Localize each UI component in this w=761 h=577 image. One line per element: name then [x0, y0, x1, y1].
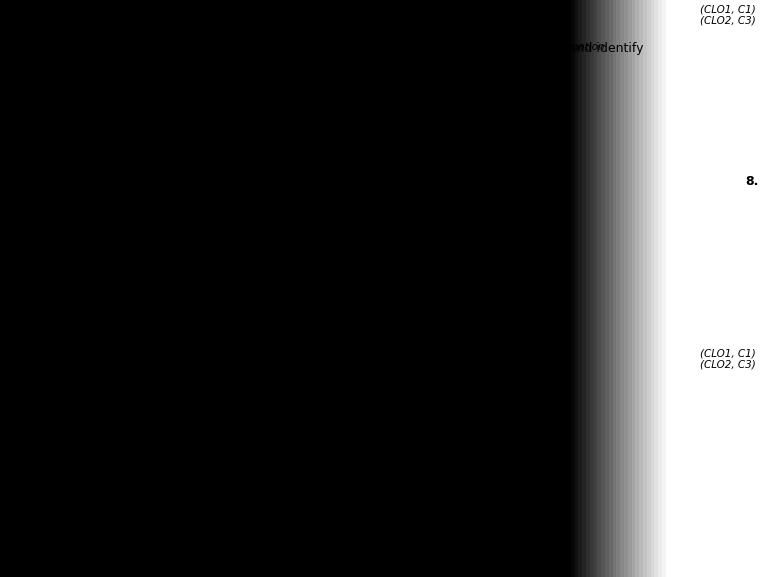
Text: (b): (b)	[52, 375, 69, 388]
Text: (CLO1, C1)
(CLO2, C3): (CLO1, C1) (CLO2, C3)	[700, 4, 756, 25]
Text: 3: 3	[225, 318, 235, 333]
Text: $\rm OH$: $\rm OH$	[247, 158, 263, 170]
Text: (a): (a)	[52, 360, 69, 373]
Text: (v)   H₂O in H⁺: (v) H₂O in H⁺	[92, 456, 181, 469]
Text: $\rm -Cl$: $\rm -Cl$	[249, 232, 273, 244]
Text: (vi)  Br₂, H₂O: (vi) Br₂, H₂O	[92, 472, 172, 485]
Text: HOUR: HOUR	[250, 318, 303, 333]
Text: = Dehydrohalogenation: = Dehydrohalogenation	[480, 42, 605, 52]
Text: $\rm CH_3$: $\rm CH_3$	[244, 174, 266, 188]
Text: Define Saytzeff’s rule.: Define Saytzeff’s rule.	[80, 28, 219, 41]
Text: C: C	[293, 123, 301, 137]
Text: $\rm CH_3$: $\rm CH_3$	[231, 94, 252, 108]
Text: $\Delta$: $\Delta$	[371, 261, 380, 273]
Text: 3.: 3.	[22, 28, 35, 41]
Text: Write a chemical equation when 1-butene reacts with the following reagents:: Write a chemical equation when 1-butene …	[80, 375, 565, 388]
Text: $\rm CH_3$: $\rm CH_3$	[201, 152, 222, 166]
Text: RD: RD	[237, 316, 251, 325]
Text: 4.: 4.	[22, 360, 36, 373]
Text: (iv)  HCl: (iv) HCl	[92, 440, 142, 453]
Text: State Markovnikov’s rule.: State Markovnikov’s rule.	[80, 360, 238, 373]
Text: of Haloalkane: of Haloalkane	[480, 54, 561, 64]
Text: $\rm H_3C$—: $\rm H_3C$—	[207, 122, 245, 137]
Text: (ii)   H₂ in Ni: (ii) H₂ in Ni	[92, 408, 167, 421]
Text: H: H	[300, 98, 307, 108]
Text: $+$ conc. H$_2$SO$_4$ $\Delta$: $+$ conc. H$_2$SO$_4$ $\Delta$	[349, 122, 454, 137]
Text: $\rm —CH_3$: $\rm —CH_3$	[302, 122, 339, 137]
Text: H: H	[293, 158, 301, 168]
Text: (ii): (ii)	[52, 195, 68, 208]
Text: (i)    HBr in CH₃OOCH₃: (i) HBr in CH₃OOCH₃	[92, 392, 230, 405]
Text: (a): (a)	[52, 28, 69, 41]
Text: C: C	[250, 123, 260, 137]
Text: (CLO1, C1)
(CLO2, C3): (CLO1, C1) (CLO2, C3)	[700, 348, 756, 370]
Text: (i): (i)	[52, 112, 65, 125]
Text: Name the following reactions. Give all possible structures of products formed an: Name the following reactions. Give all p…	[80, 42, 644, 55]
Text: (b): (b)	[52, 42, 69, 55]
Text: 8.: 8.	[745, 175, 759, 188]
Text: the major product.: the major product.	[80, 55, 197, 68]
Text: $\rm CH_3CH_2OH$: $\rm CH_3CH_2OH$	[349, 236, 403, 250]
Text: + KOH: + KOH	[282, 249, 323, 261]
Text: (iii)  Cl₂ in CH₂Cl₂: (iii) Cl₂ in CH₂Cl₂	[92, 424, 197, 437]
